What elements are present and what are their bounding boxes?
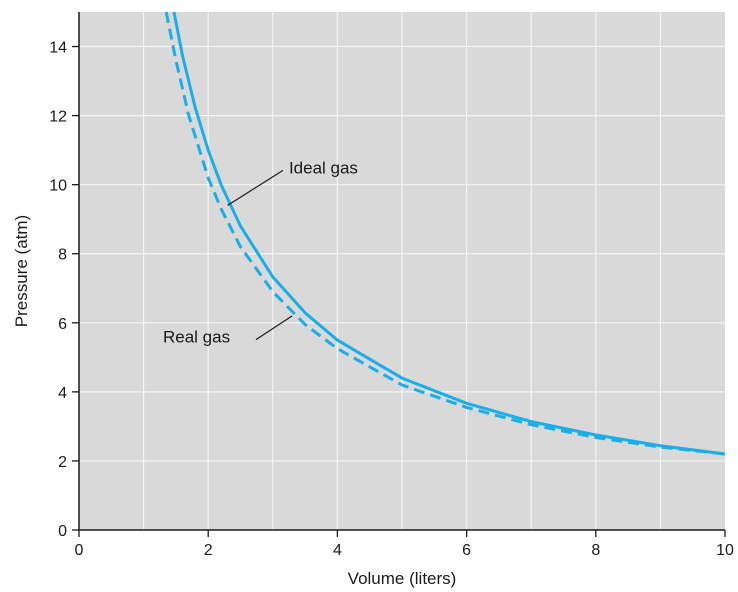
ideal-gas-leader-line xyxy=(227,169,284,206)
x-axis-label: Volume (liters) xyxy=(348,569,457,588)
y-tick-label: 12 xyxy=(49,109,67,126)
ticks: 0 2 4 6 8 10 0 2 4 6 8 10 12 14 xyxy=(49,40,734,559)
x-tick-label: 4 xyxy=(333,542,342,559)
y-axis-label: Pressure (atm) xyxy=(12,215,31,327)
real-gas-label: Real gas xyxy=(163,328,230,347)
grid xyxy=(79,12,725,530)
y-tick-label: 0 xyxy=(58,523,67,540)
y-tick-label: 8 xyxy=(58,247,67,264)
x-tick-label: 8 xyxy=(591,542,600,559)
real-gas-leader-line xyxy=(255,315,293,341)
y-tick-label: 4 xyxy=(58,385,67,402)
x-tick-label: 0 xyxy=(75,542,84,559)
curves xyxy=(164,11,726,456)
x-tick-label: 6 xyxy=(462,542,471,559)
y-tick-label: 10 xyxy=(49,178,67,195)
axes xyxy=(78,12,725,531)
annotations: Ideal gas Real gas xyxy=(163,158,358,346)
ideal-gas-curve xyxy=(172,11,726,456)
y-tick-label: 2 xyxy=(58,454,67,471)
x-tick-label: 10 xyxy=(716,542,734,559)
real-gas-curve xyxy=(164,11,726,456)
y-tick-label: 6 xyxy=(58,316,67,333)
ideal-gas-label: Ideal gas xyxy=(289,158,358,177)
y-tick-label: 14 xyxy=(49,40,67,57)
x-tick-label: 2 xyxy=(204,542,213,559)
